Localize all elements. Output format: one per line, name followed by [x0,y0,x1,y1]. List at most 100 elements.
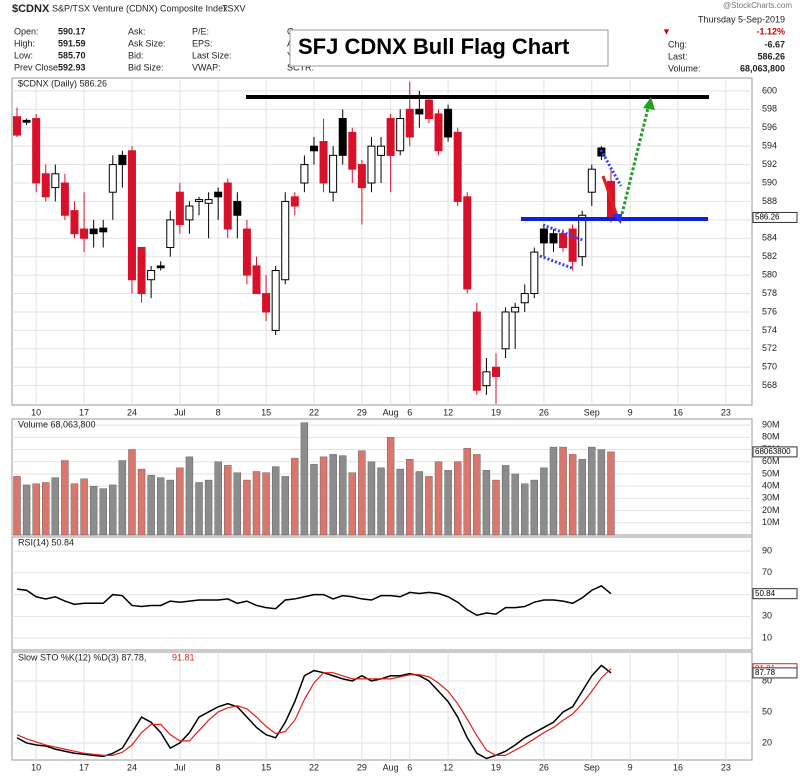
volume-bar [358,450,366,536]
candle-body [185,205,194,221]
x-tick-label: 26 [539,407,549,417]
field-label: Open: [14,26,39,36]
candle-body [147,270,156,281]
x-tick-label: 12 [443,407,453,417]
candle-body [309,145,318,152]
legend: $CDNX (Daily) 586.26 [18,78,107,88]
series-line [16,585,612,617]
candle-body [127,150,136,281]
date: Thursday 5-Sep-2019 [698,14,785,24]
field-label: VWAP: [192,62,221,72]
candle-body [233,200,242,216]
x-tick-label: Sep [584,762,600,772]
candle-body [89,228,98,235]
header: $CDNX S&P/TSX Venture (CDNX) Composite I… [12,1,792,73]
drop-arrow [601,175,619,217]
candle-body [578,214,587,258]
y-tick-label: 80M [762,432,780,442]
x-tick-label: Jul [174,407,186,417]
volume-bar [118,460,127,536]
candle-body [386,118,395,156]
volume-bar [521,483,529,536]
volume-bar [377,467,385,536]
candle-body [463,196,472,290]
candle-body [70,210,79,235]
candle-body [348,131,357,170]
candle-body [453,131,462,202]
y-tick-label: 70 [762,567,772,577]
volume-bar [319,456,328,536]
volume-bar [310,463,318,536]
arrow-head [643,97,655,110]
candle-body [156,265,165,269]
y-tick-label: 572 [762,343,777,353]
x-tick-label: 8 [216,762,221,772]
field-label: Low: [14,50,33,60]
candle-body [329,154,338,193]
candle-body [300,164,309,184]
x-tick-label: 23 [721,762,731,772]
flag-top [542,223,584,242]
candle-body [559,233,568,248]
candle-body [319,141,328,184]
y-tick-label: 590 [762,177,777,187]
field-label: High: [14,38,35,48]
volume-bar [89,485,98,536]
volume-bar [166,479,174,536]
volume-bar [492,479,500,536]
x-tick-label: 16 [673,407,683,417]
volume-bar [300,422,309,536]
candle-body [51,173,60,189]
x-tick-label: 9 [628,407,633,417]
x-tick-label: 19 [491,407,501,417]
value-box [752,211,798,223]
volume-bar [271,466,280,536]
x-tick-label: 24 [127,762,137,772]
candle-body [405,108,414,138]
volume-bar [243,479,251,536]
x-tick-label: 23 [721,407,731,417]
candle-body [415,108,424,115]
field-label: Ask Size: [128,38,166,48]
target-arrow [620,107,650,215]
volume-bar [185,456,194,536]
y-tick-label: 90 [762,546,772,556]
x-tick-label: 8 [216,407,221,417]
volume-bar [453,461,462,536]
field-label: Last: [668,51,688,61]
panel-frame [11,536,753,651]
value-label: 586.26 [755,213,780,222]
candle-body [520,293,529,304]
x-tick-label: Aug [383,762,399,772]
x-tick-label: 10 [31,407,41,417]
candle-body [271,270,280,331]
y-tick-label: 50M [762,468,780,478]
candle-body [137,246,146,295]
volume-bar [42,482,50,536]
legend: Volume 68,063,800 [18,419,96,429]
x-tick-label: 29 [357,762,367,772]
y-tick-label: 568 [762,380,777,390]
overlay-title: SFJ CDNX Bull Flag Chart [298,34,570,59]
title-box [289,29,609,67]
volume-bar [51,477,60,536]
watermark: @StockCharts.com [723,1,792,10]
volume-bar [204,479,213,536]
index-name: S&P/TSX Venture (CDNX) Composite Index [52,3,228,13]
volume-bar [501,465,510,536]
y-tick-label: 30M [762,493,780,503]
field-label: Ask: [128,26,146,36]
volume-bar [99,488,107,536]
y-tick-label: 588 [762,196,777,206]
value-box [752,588,798,600]
x-tick-label: 17 [79,762,89,772]
field-label: Prev Close: [14,62,61,72]
volume-bar [386,437,395,536]
y-tick-label: 592 [762,159,777,169]
x-tick-label: 22 [309,762,319,772]
y-tick-label: 584 [762,233,777,243]
volume-bar [147,474,155,536]
candle-body [539,228,548,244]
volume-bar [588,446,596,536]
candle-body [13,116,21,136]
